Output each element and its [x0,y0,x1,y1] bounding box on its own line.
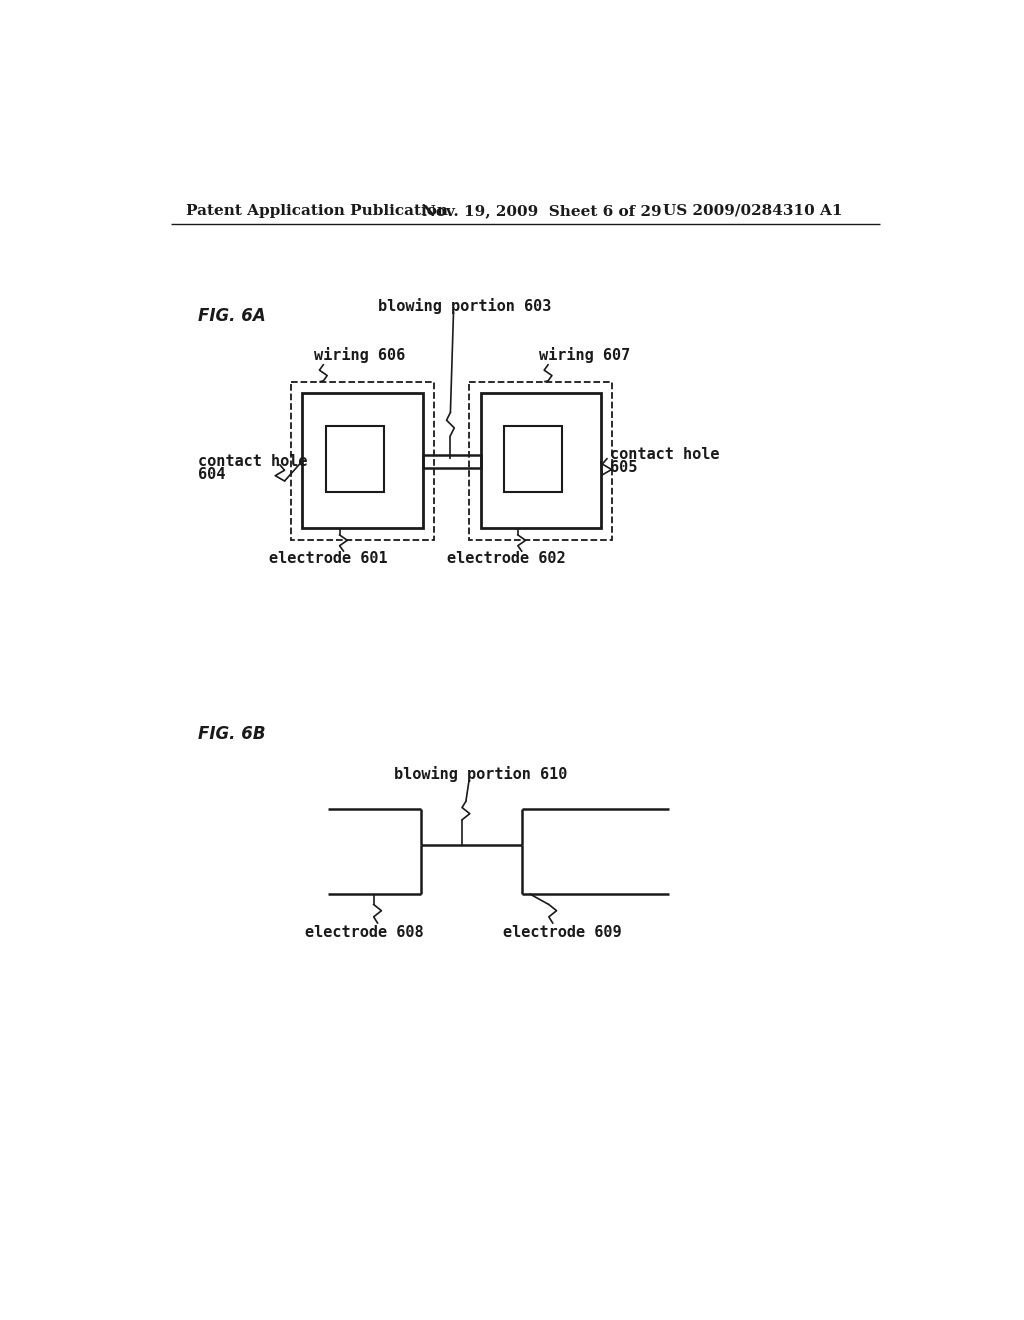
Text: 605: 605 [610,461,637,475]
Text: contact hole: contact hole [198,454,307,469]
Text: contact hole: contact hole [610,447,720,462]
Text: Patent Application Publication: Patent Application Publication [186,203,449,218]
Text: Nov. 19, 2009  Sheet 6 of 29: Nov. 19, 2009 Sheet 6 of 29 [423,203,663,218]
Bar [291,381,434,540]
Text: blowing portion 610: blowing portion 610 [394,767,567,783]
Text: wiring 607: wiring 607 [539,347,630,363]
Text: electrode 601: electrode 601 [268,552,387,566]
Text: wiring 606: wiring 606 [314,347,406,363]
Bar [480,393,601,528]
Text: electrode 602: electrode 602 [446,552,565,566]
Text: blowing portion 603: blowing portion 603 [379,298,552,314]
Bar [423,455,480,469]
Text: electrode 609: electrode 609 [503,925,622,940]
Text: electrode 608: electrode 608 [305,925,424,940]
Bar [469,381,612,540]
Bar [302,393,423,528]
Bar [326,426,384,492]
Text: US 2009/0284310 A1: US 2009/0284310 A1 [663,203,843,218]
Bar [504,426,562,492]
Text: FIG. 6B: FIG. 6B [198,726,265,743]
Text: 604: 604 [198,466,225,482]
Text: FIG. 6A: FIG. 6A [198,308,265,325]
